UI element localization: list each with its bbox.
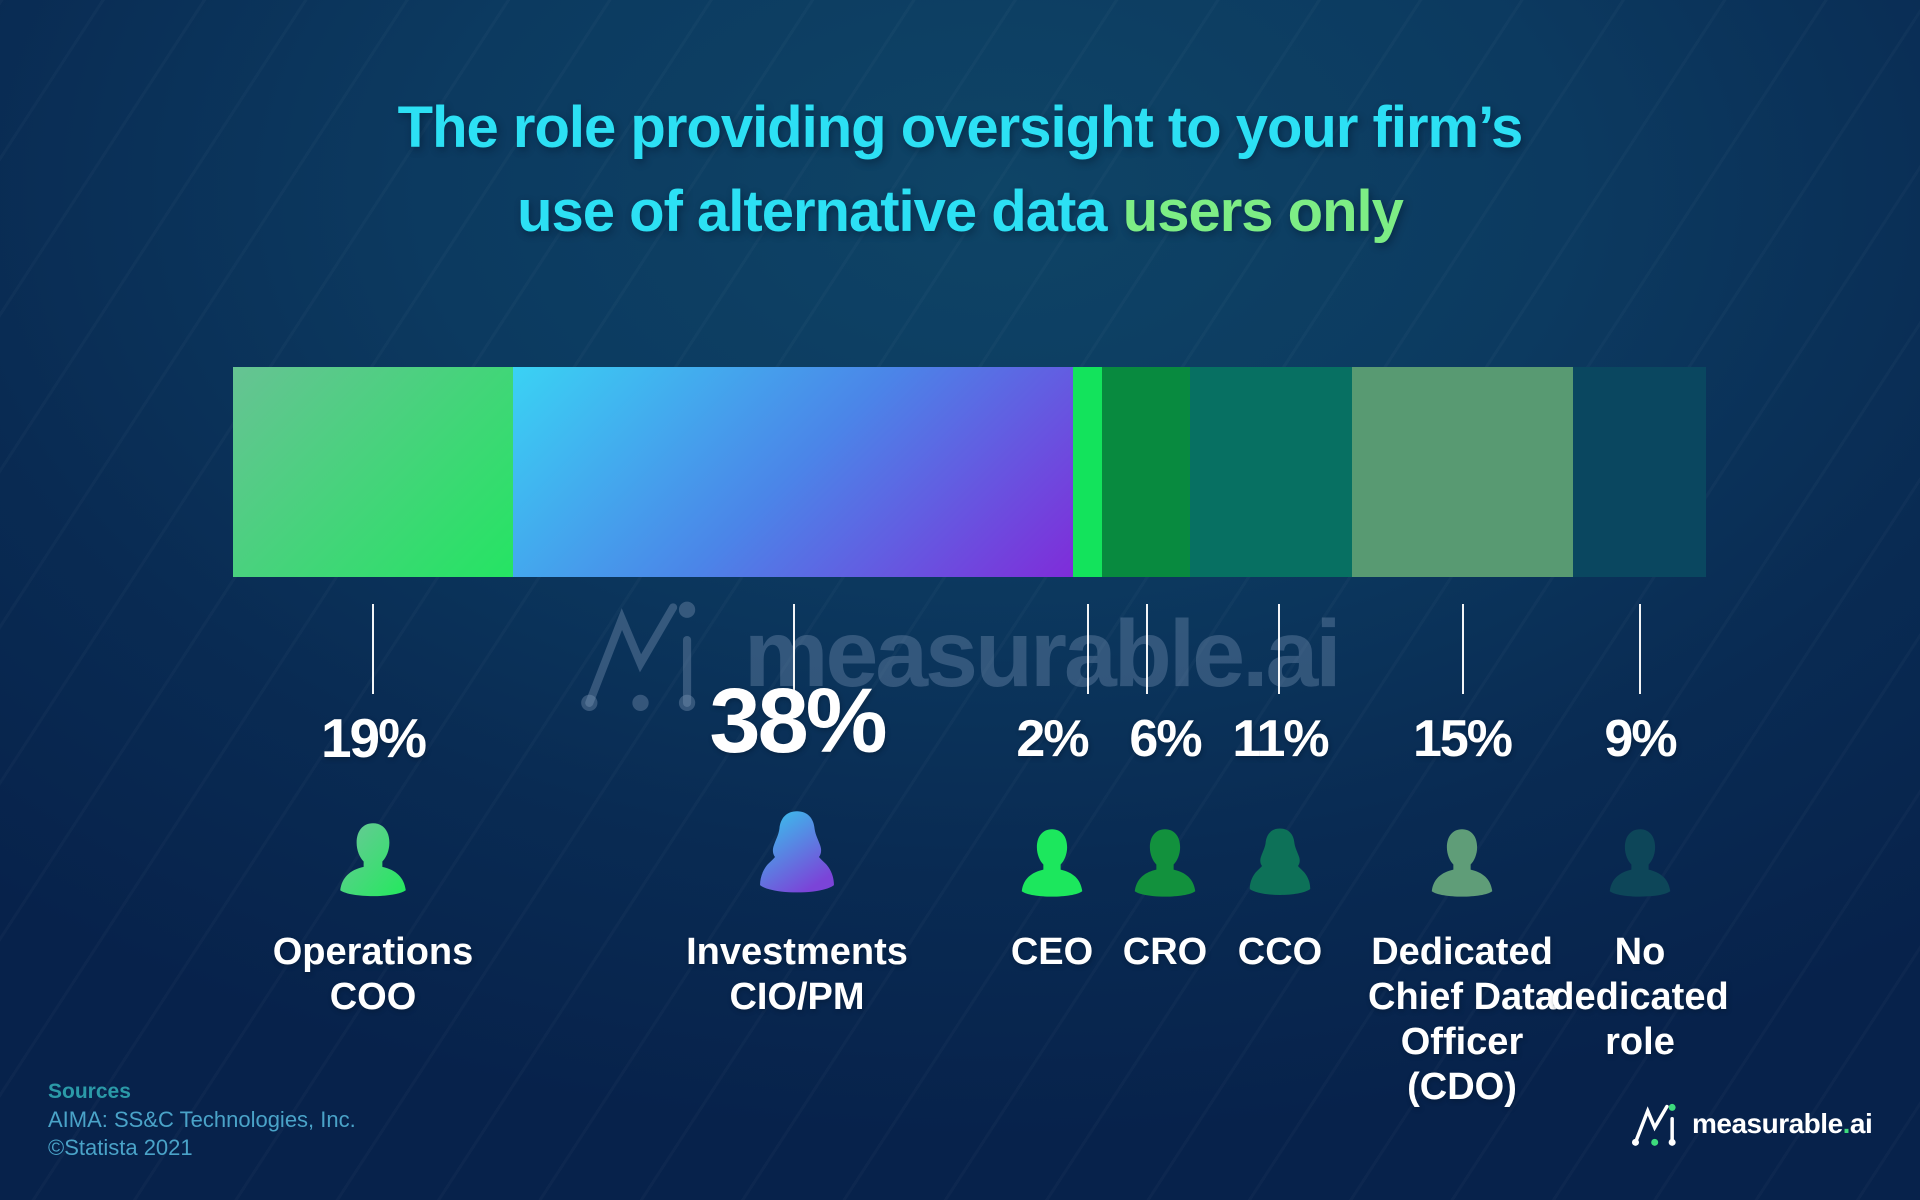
chart-title: The role providing oversight to your fir… [0,86,1920,254]
category-label: CCO [1237,931,1323,973]
brand-name: measurable [1692,1108,1843,1139]
chart-title-line1: The role providing oversight to your fir… [397,95,1524,160]
brand-tld: ai [1849,1108,1873,1139]
value-label: 11% [1232,710,1329,769]
sources-line2: ©Statista 2021 [48,1135,193,1160]
brand-text: measurable.ai [1692,1108,1873,1140]
category-label: CRO [1122,931,1208,973]
person-icon [1431,829,1493,897]
bar-segment-2 [1072,367,1103,577]
chart-title-line2-green: users only [1122,179,1404,244]
bar-segment-3 [1102,367,1191,577]
category-label: Dedicated Chief Data Officer (CDO) [1368,931,1556,1108]
chart-title-line2: use of alternative data users only [0,170,1920,254]
leader-line-cro [1146,604,1148,694]
person-icon [340,823,406,897]
chart-title-line2-cyan: use of alternative data [517,179,1107,244]
leader-line-cdo [1462,604,1464,694]
bar-segment-5 [1352,367,1574,577]
person-icon [1609,829,1671,897]
category-column-cdo: 15% Dedicated Chief Data Officer (CDO) [1342,690,1582,1110]
category-column-cio: 38% Investments CIO/PM [677,670,917,1020]
leader-line-ceo [1087,604,1089,694]
category-column-cro: 6% CRO [1045,690,1285,975]
category-column-ceo: 2% CEO [932,690,1172,975]
value-label: 19% [320,707,427,770]
bar-segment-0 [233,367,513,577]
value-label: 6% [1129,710,1202,769]
person-icon [1249,828,1311,895]
person-icon [760,811,834,893]
brand-dot: . [1842,1108,1851,1139]
measurable-logo-icon [1632,1103,1676,1146]
category-column-coo: 19% Operations COO [253,690,493,1020]
sources-heading: Sources [48,1080,131,1103]
bar-segment-1 [512,367,1073,577]
category-label: Investments CIO/PM [686,931,908,1018]
category-label: Operations COO [272,931,474,1018]
value-label: 9% [1604,710,1677,769]
value-label: 38% [709,670,887,773]
category-label: CEO [1010,931,1094,973]
value-label: 15% [1412,710,1513,769]
category-column-cco: 11% CCO [1160,690,1400,975]
sources-block: Sources AIMA: SS&C Technologies, Inc. ©S… [48,1078,356,1162]
bar-segment-6 [1573,367,1706,577]
leader-line-cco [1278,604,1280,694]
value-label: 2% [1016,710,1089,769]
leader-line-coo [372,604,374,694]
category-column-norole: 9% No dedicated role [1520,690,1760,1065]
brand-logo: measurable.ai [1632,1102,1873,1146]
leader-line-cio [793,604,795,694]
sources-line1: AIMA: SS&C Technologies, Inc. [48,1107,356,1132]
bar-segment-4 [1190,367,1353,577]
stacked-bar [233,367,1706,577]
category-label: No dedicated role [1551,931,1729,1063]
leader-line-norole [1639,604,1641,694]
